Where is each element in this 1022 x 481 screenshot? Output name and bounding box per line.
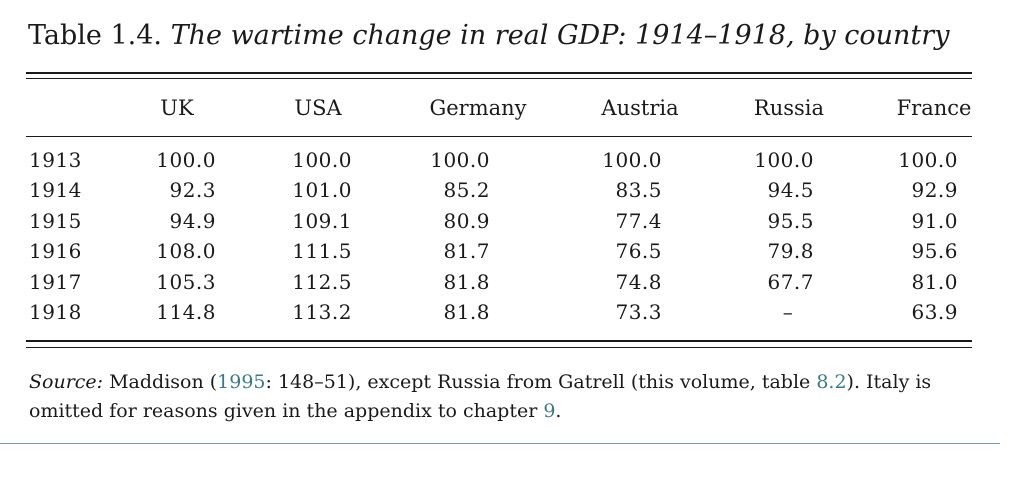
column-header-france: France — [896, 96, 972, 120]
value-cell-russia: 94.5 — [767, 178, 814, 203]
value-cell-austria: 83.5 — [615, 178, 662, 203]
value-cell-uk: 108.0 — [156, 239, 216, 264]
header-rule — [26, 136, 972, 137]
column-header-russia: Russia — [753, 96, 825, 120]
top-rule — [26, 72, 972, 74]
source-text-3: ). Italy is omitted for reasons given in… — [29, 371, 932, 422]
value-cell-usa: 112.5 — [292, 269, 352, 294]
value-cell-uk: 105.3 — [156, 269, 216, 294]
value-cell-france: 100.0 — [898, 148, 958, 172]
value-cell-uk: 94.9 — [169, 208, 216, 233]
year-cell: 1913 — [29, 148, 82, 172]
value-cell-france: 63.9 — [911, 300, 958, 324]
value-cell-usa: 109.1 — [292, 208, 352, 233]
source-label: Source: — [29, 371, 104, 393]
table-number: Table 1.4. — [28, 20, 163, 51]
value-cell-austria: 77.4 — [615, 208, 662, 233]
year-cell: 1916 — [29, 239, 82, 264]
value-cell-austria: 73.3 — [615, 300, 662, 324]
top-rule-thin — [26, 78, 972, 79]
source-note: Source: Maddison (1995: 148–51), except … — [29, 368, 979, 426]
value-cell-austria: 76.5 — [615, 239, 662, 264]
value-cell-russia: – — [782, 300, 794, 324]
value-cell-france: 95.6 — [911, 239, 958, 264]
value-cell-russia: 67.7 — [767, 269, 814, 294]
table-row: 1915 94.9 109.1 80.9 77.4 95.5 91.0 — [0, 206, 1022, 236]
table-row: 1918 114.8 113.2 81.8 73.3 – 63.9 — [0, 297, 1022, 327]
value-cell-austria: 100.0 — [602, 148, 662, 172]
source-text-1: Maddison ( — [103, 371, 218, 393]
year-cell: 1917 — [29, 269, 82, 294]
value-cell-usa: 113.2 — [292, 300, 352, 324]
value-cell-uk: 92.3 — [169, 178, 216, 203]
value-cell-germany: 81.8 — [443, 300, 490, 324]
value-cell-germany: 80.9 — [443, 208, 490, 233]
value-cell-russia: 79.8 — [767, 239, 814, 264]
ref-link-table-8-2[interactable]: 8.2 — [816, 371, 847, 393]
value-cell-usa: 111.5 — [292, 239, 352, 264]
value-cell-usa: 100.0 — [292, 148, 352, 172]
column-header-austria: Austria — [601, 96, 679, 120]
table-title: The wartime change in real GDP: 1914–191… — [170, 20, 950, 51]
value-cell-uk: 100.0 — [156, 148, 216, 172]
source-text-2: : 148–51), except Russia from Gatrell (t… — [265, 371, 817, 393]
value-cell-uk: 114.8 — [156, 300, 216, 324]
table-row: 1913 100.0 100.0 100.0 100.0 100.0 100.0 — [0, 145, 1022, 175]
table-caption: Table 1.4. The wartime change in real GD… — [28, 18, 949, 54]
value-cell-germany: 85.2 — [443, 178, 490, 203]
table-row: 1917 105.3 112.5 81.8 74.8 67.7 81.0 — [0, 267, 1022, 297]
value-cell-usa: 101.0 — [292, 178, 352, 203]
column-header-germany: Germany — [429, 96, 527, 120]
value-cell-russia: 95.5 — [767, 208, 814, 233]
year-cell: 1915 — [29, 208, 82, 233]
ref-link-chapter-9[interactable]: 9 — [543, 400, 556, 422]
value-cell-germany: 81.8 — [443, 269, 490, 294]
value-cell-russia: 100.0 — [754, 148, 814, 172]
bottom-rule-thin — [26, 347, 972, 348]
year-cell: 1918 — [29, 300, 82, 324]
value-cell-france: 81.0 — [911, 269, 958, 294]
column-header-usa: USA — [294, 96, 342, 120]
value-cell-france: 91.0 — [911, 208, 958, 233]
value-cell-germany: 81.7 — [443, 239, 490, 264]
value-cell-germany: 100.0 — [430, 148, 490, 172]
column-header-uk: UK — [160, 96, 194, 120]
page-divider — [0, 443, 1000, 444]
table-row: 1914 92.3 101.0 85.2 83.5 94.5 92.9 — [0, 175, 1022, 205]
source-text-4: . — [555, 400, 562, 422]
bottom-rule — [26, 340, 972, 342]
ref-link-1995[interactable]: 1995 — [217, 371, 266, 393]
value-cell-austria: 74.8 — [615, 269, 662, 294]
table-row: 1916 108.0 111.5 81.7 76.5 79.8 95.6 — [0, 236, 1022, 266]
year-cell: 1914 — [29, 178, 82, 203]
value-cell-france: 92.9 — [911, 178, 958, 203]
